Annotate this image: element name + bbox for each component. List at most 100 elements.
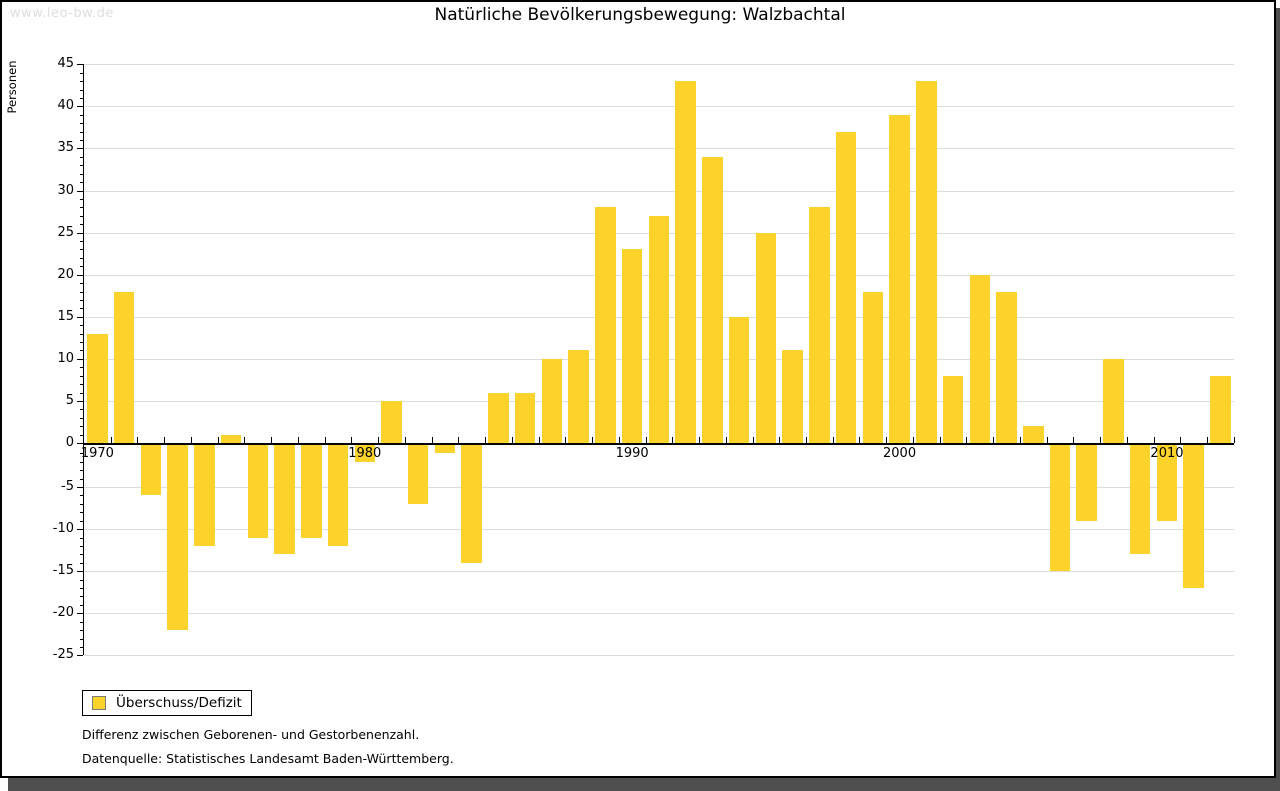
x-tick bbox=[1207, 437, 1209, 443]
y-tick bbox=[76, 148, 83, 150]
x-tick bbox=[1153, 437, 1155, 443]
y-tick bbox=[79, 198, 83, 200]
y-tick bbox=[79, 375, 83, 377]
bar-1978 bbox=[301, 445, 322, 538]
y-tick-label: -25 bbox=[52, 647, 74, 663]
x-tick bbox=[1100, 437, 1102, 443]
y-tick bbox=[79, 503, 83, 505]
x-tick bbox=[378, 437, 380, 443]
gridline bbox=[84, 148, 1234, 150]
x-tick bbox=[431, 437, 433, 443]
y-tick bbox=[79, 308, 83, 310]
y-tick-label: 0 bbox=[65, 435, 74, 450]
gridline bbox=[84, 106, 1234, 108]
y-tick bbox=[76, 106, 83, 108]
x-tick bbox=[912, 437, 914, 443]
x-tick bbox=[966, 437, 968, 443]
bar-1979 bbox=[327, 445, 349, 546]
y-tick bbox=[76, 190, 83, 192]
bar-1986 bbox=[514, 392, 536, 443]
x-tick bbox=[1019, 437, 1021, 443]
x-tick bbox=[538, 437, 540, 443]
bar-1997 bbox=[809, 207, 830, 443]
y-tick bbox=[79, 140, 83, 142]
y-tick bbox=[79, 646, 83, 648]
y-tick bbox=[79, 426, 83, 428]
y-tick bbox=[79, 621, 83, 623]
y-axis-label: Personen bbox=[5, 60, 19, 114]
gridline bbox=[84, 613, 1234, 615]
y-tick bbox=[79, 241, 83, 243]
x-tick bbox=[725, 437, 727, 443]
y-tick-label: 25 bbox=[57, 224, 74, 240]
y-tick bbox=[79, 520, 83, 522]
watermark: www.leo-bw.de bbox=[10, 6, 114, 21]
bar-1994 bbox=[728, 316, 750, 443]
y-tick bbox=[76, 274, 83, 276]
x-tick bbox=[324, 437, 326, 443]
x-axis-line bbox=[84, 443, 1234, 445]
y-tick bbox=[79, 249, 83, 251]
bar-2009 bbox=[1129, 445, 1151, 555]
y-tick bbox=[79, 131, 83, 133]
x-tick bbox=[592, 437, 594, 443]
x-tick bbox=[1233, 437, 1235, 443]
bar-2005 bbox=[1023, 426, 1044, 443]
y-tick bbox=[79, 470, 83, 472]
x-tick bbox=[565, 437, 567, 443]
x-tick bbox=[645, 437, 647, 443]
y-tick bbox=[79, 215, 83, 217]
y-tick bbox=[79, 545, 83, 547]
bar-2004 bbox=[996, 291, 1017, 443]
y-tick bbox=[79, 283, 83, 285]
y-tick bbox=[79, 409, 83, 411]
y-tick bbox=[76, 571, 83, 573]
y-tick bbox=[76, 400, 83, 402]
bar-2008 bbox=[1103, 358, 1124, 443]
bar-1970 bbox=[87, 333, 108, 443]
y-tick-label: 20 bbox=[57, 266, 74, 282]
x-tick bbox=[110, 437, 112, 443]
y-tick-label: 45 bbox=[57, 56, 74, 72]
bar-1987 bbox=[541, 358, 563, 443]
bar-2003 bbox=[969, 274, 991, 443]
bar-1989 bbox=[595, 207, 616, 443]
y-tick bbox=[76, 443, 83, 444]
frame-shadow-right bbox=[1276, 8, 1280, 778]
y-tick bbox=[79, 630, 83, 632]
x-tick bbox=[672, 437, 674, 443]
bar-1972 bbox=[140, 445, 162, 496]
y-tick-label: -15 bbox=[52, 563, 74, 579]
bar-1975 bbox=[220, 434, 242, 443]
bar-2001 bbox=[916, 81, 937, 443]
y-tick bbox=[79, 417, 83, 419]
x-tick bbox=[993, 437, 995, 443]
bar-2006 bbox=[1049, 445, 1071, 572]
bar-1988 bbox=[568, 350, 589, 443]
y-tick bbox=[79, 182, 83, 184]
x-tick bbox=[404, 437, 406, 443]
legend: Überschuss/Defizit bbox=[82, 690, 252, 716]
bar-1999 bbox=[862, 291, 884, 443]
y-tick bbox=[79, 333, 83, 335]
gridline bbox=[84, 571, 1234, 573]
x-tick bbox=[752, 437, 754, 443]
y-tick bbox=[76, 613, 83, 615]
bar-1993 bbox=[702, 156, 723, 443]
y-tick bbox=[79, 325, 83, 327]
bar-1982 bbox=[407, 445, 429, 504]
x-tick bbox=[190, 437, 192, 443]
y-tick bbox=[79, 588, 83, 590]
bar-2000 bbox=[889, 114, 910, 443]
bar-1977 bbox=[274, 445, 295, 555]
x-tick bbox=[458, 437, 460, 443]
footnote-source: Datenquelle: Statistisches Landesamt Bad… bbox=[82, 751, 454, 766]
y-tick bbox=[79, 97, 83, 99]
x-tick bbox=[297, 437, 299, 443]
x-tick bbox=[805, 437, 807, 443]
y-tick bbox=[79, 392, 83, 394]
y-tick-label: 10 bbox=[57, 350, 74, 366]
bar-2011 bbox=[1183, 445, 1204, 589]
